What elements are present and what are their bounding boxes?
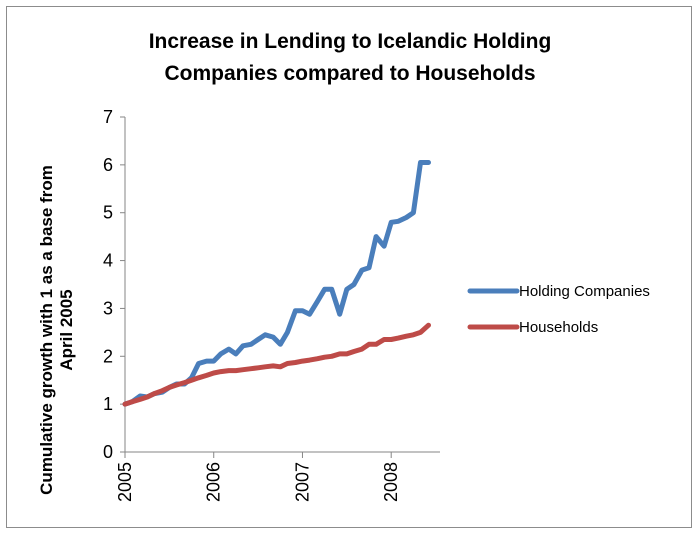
y-tick-label: 0 [103,442,113,462]
chart-title-line-1: Increase in Lending to Icelandic Holding [149,30,552,53]
y-axis-label: Cumulative growth with 1 as a base from … [37,165,76,495]
chart-title-line-2: Companies compared to Households [164,62,535,85]
axes [120,116,440,458]
series-lines [122,160,431,407]
y-tick-label: 1 [103,394,113,414]
y-tick-label: 4 [103,251,113,271]
tick-labels: 0 1 2 3 4 5 6 7 2005 2006 2007 2008 [103,107,401,502]
legend: Holding Companies Households [467,283,650,336]
y-tick-label: 2 [103,346,113,366]
x-tick-label: 2006 [204,462,224,502]
y-axis-label-line-1: Cumulative growth with 1 as a base from [37,165,56,495]
y-axis-label-line-2: April 2005 [57,289,76,370]
y-tick-label: 6 [103,155,113,175]
series-line-1 [122,322,431,407]
legend-label: Holding Companies [519,283,650,300]
y-tick-label: 3 [103,298,113,318]
x-tick-label: 2007 [292,462,312,502]
x-tick-label: 2005 [115,462,135,502]
y-tick-label: 5 [103,203,113,223]
y-tick-label: 7 [103,107,113,127]
legend-label: Households [519,319,598,336]
chart-frame [6,6,692,528]
x-tick-label: 2008 [381,462,401,502]
